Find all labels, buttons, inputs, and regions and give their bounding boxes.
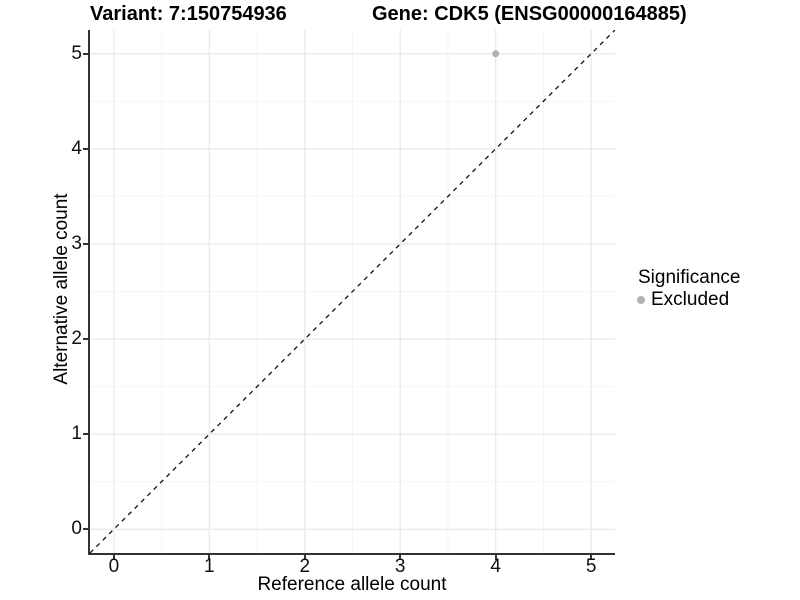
plot-canvas <box>90 30 615 553</box>
y-tick-label: 0 <box>71 518 82 540</box>
legend-item-excluded: Excluded <box>632 289 740 311</box>
x-axis-title: Reference allele count <box>257 574 447 595</box>
excluded-point-icon <box>637 296 645 304</box>
y-axis-title: Alternative allele count <box>51 193 72 385</box>
y-tick-label: 4 <box>71 137 82 159</box>
x-tick-label: 5 <box>585 556 597 577</box>
y-tick-mark <box>83 147 88 150</box>
x-tick-label: 4 <box>490 556 501 577</box>
y-tick-mark <box>83 338 88 341</box>
x-tick-mark <box>208 555 211 560</box>
x-tick-mark <box>494 555 497 560</box>
identity-reference-line <box>90 30 615 553</box>
x-tick-label: 3 <box>394 556 406 577</box>
x-tick-mark <box>590 555 593 560</box>
x-axis-ticks <box>90 555 615 560</box>
y-tick-label: 3 <box>71 232 82 254</box>
legend-title: Significance <box>638 267 741 288</box>
x-axis-tick-labels: 0 1 2 3 4 5 <box>90 557 615 579</box>
variant-title: Variant: 7:150754936 <box>90 3 287 25</box>
y-tick-label: 5 <box>71 42 82 64</box>
y-tick-label: 1 <box>71 423 82 445</box>
y-tick-mark <box>83 52 88 55</box>
y-axis-tick-labels: 0 1 2 3 4 5 <box>40 30 82 553</box>
y-tick-mark <box>83 433 88 436</box>
y-axis-ticks <box>83 30 88 553</box>
legend: Significance Excluded <box>632 267 740 311</box>
plot-panel <box>88 30 615 555</box>
x-tick-mark <box>112 555 115 560</box>
gene-title: Gene: CDK5 (ENSG00000164885) <box>372 3 687 25</box>
legend-item-label: Excluded <box>651 289 730 310</box>
y-tick-mark <box>83 528 88 531</box>
x-tick-label: 2 <box>299 556 311 577</box>
x-tick-label: 1 <box>204 556 215 577</box>
y-tick-label: 2 <box>71 328 82 350</box>
data-point <box>492 50 500 58</box>
x-tick-mark <box>303 555 306 560</box>
x-tick-label: 0 <box>108 556 120 577</box>
x-tick-mark <box>399 555 402 560</box>
y-tick-mark <box>83 242 88 245</box>
